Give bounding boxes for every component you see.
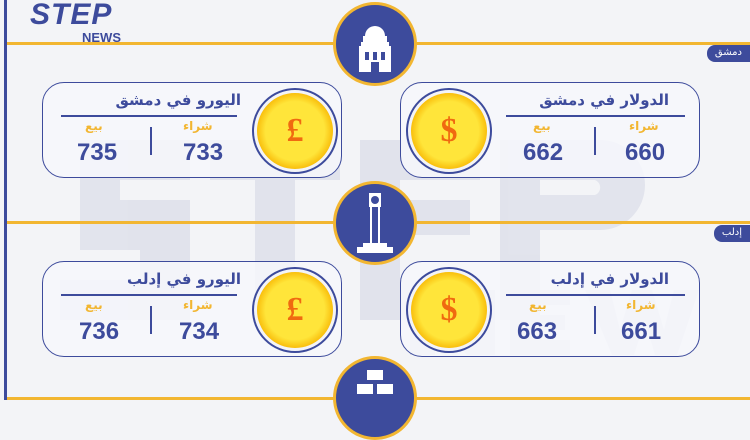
- left-border: [4, 0, 7, 400]
- pound-coin-icon: £: [252, 267, 338, 353]
- logo: STEP NEWS: [30, 0, 121, 45]
- sell-price: 735: [77, 139, 118, 166]
- dollar-coin-icon: $: [406, 267, 492, 353]
- sell-price: 736: [79, 318, 120, 345]
- sell-price: 662: [523, 139, 564, 166]
- pound-coin-icon: £: [252, 88, 338, 174]
- buy-price: 661: [621, 318, 662, 345]
- buy-price: 660: [625, 139, 666, 166]
- mosque-dome-icon: [333, 2, 417, 86]
- city-tag-idlib: إدلب: [713, 225, 750, 242]
- sell-price: 663: [517, 318, 558, 345]
- buy-price: 733: [183, 139, 224, 166]
- city-tag-damascus: دمشق: [706, 45, 750, 62]
- clock-tower-icon: [333, 181, 417, 265]
- gold-bars-icon: [333, 356, 417, 440]
- buy-price: 734: [179, 318, 220, 345]
- dollar-coin-icon: $: [406, 88, 492, 174]
